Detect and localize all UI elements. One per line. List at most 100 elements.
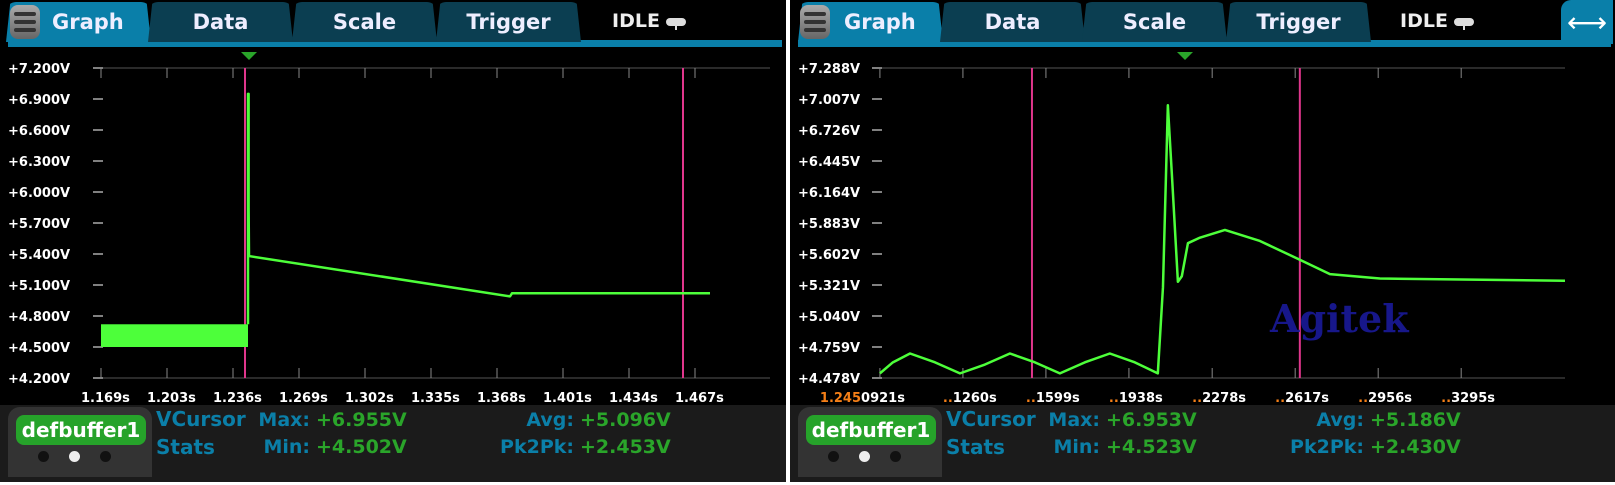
- x-tick-suffix: 1.236s: [213, 391, 262, 405]
- x-tick-suffix: 0921s: [861, 391, 905, 405]
- avg-label: Avg:: [1316, 409, 1364, 431]
- y-tick-label: +7.288V: [798, 62, 860, 77]
- pk2pk-label: Pk2Pk:: [500, 436, 574, 458]
- x-tick-label: 1.269s: [279, 391, 328, 405]
- x-tick-suffix: 1.401s: [543, 391, 592, 405]
- tab-trigger[interactable]: Trigger: [436, 2, 581, 42]
- x-tick-label: 1.203s: [147, 391, 196, 405]
- y-tick-label: +6.300V: [8, 155, 70, 170]
- hamburger-icon[interactable]: [800, 5, 830, 39]
- pill-icon: [1453, 17, 1474, 30]
- x-tick-prefix: ..: [1109, 391, 1119, 405]
- stats-title: Stats: [156, 435, 215, 459]
- x-tick-suffix: 2956s: [1368, 391, 1412, 405]
- stats-title: VCursor: [156, 407, 246, 431]
- y-tick-label: +5.400V: [8, 248, 70, 263]
- x-tick-suffix: 1.368s: [477, 391, 526, 405]
- min-value: +4.502V: [316, 436, 407, 458]
- x-tick-suffix: 1.302s: [345, 391, 394, 405]
- max-row: Max: +6.955V: [248, 409, 407, 431]
- x-tick-suffix: 1938s: [1119, 391, 1163, 405]
- stats-bar: defbuffer1 VCursor Stats Max: +6.955V Min…: [0, 405, 786, 482]
- min-value: +4.523V: [1106, 436, 1197, 458]
- x-tick-suffix: 2278s: [1202, 391, 1246, 405]
- graph-plot[interactable]: +7.288V +7.007V +6.726V +6.445V +6.164V +5.88…: [790, 0, 1615, 405]
- y-tick-label: +6.445V: [798, 155, 860, 170]
- min-label: Min:: [1053, 436, 1100, 458]
- buffer-name[interactable]: defbuffer1: [16, 415, 146, 445]
- y-tick-label: +6.000V: [8, 186, 70, 201]
- max-label: Max:: [1048, 409, 1100, 431]
- x-tick-label: 1.302s: [345, 391, 394, 405]
- trigger-marker: [241, 52, 257, 60]
- tab-scale[interactable]: Scale: [292, 2, 437, 42]
- status-indicator[interactable]: IDLE: [1400, 10, 1474, 32]
- tab-trigger[interactable]: Trigger: [1226, 2, 1371, 42]
- buffer-selector[interactable]: defbuffer1: [798, 407, 942, 477]
- y-tick-label: +4.200V: [8, 372, 70, 387]
- x-tick-label: 1.368s: [477, 391, 526, 405]
- hamburger-icon[interactable]: [10, 5, 40, 39]
- max-value: +6.955V: [316, 409, 407, 431]
- y-tick-label: +4.759V: [798, 341, 860, 356]
- y-tick-label: +4.500V: [8, 341, 70, 356]
- x-tick-label: ..2617s: [1275, 391, 1329, 405]
- y-tick-label: +7.200V: [8, 62, 70, 77]
- x-tick-label: 1.434s: [609, 391, 658, 405]
- buffer-selector[interactable]: defbuffer1: [8, 407, 152, 477]
- min-row: Min: +4.502V: [248, 436, 407, 458]
- status-indicator[interactable]: IDLE: [612, 10, 686, 32]
- max-row: Max: +6.953V: [1038, 409, 1197, 431]
- pan-arrows-icon[interactable]: ⟷: [1561, 0, 1613, 44]
- y-tick-label: +7.007V: [798, 93, 860, 108]
- x-tick-prefix: ..: [943, 391, 953, 405]
- graph-panel-left: Graph Data Scale Trigger IDLE defbuffer1 VCu…: [0, 0, 786, 482]
- y-tick-label: +5.883V: [798, 217, 860, 232]
- graph-plot[interactable]: +7.200V +6.900V +6.600V +6.300V +6.000V +5.70…: [0, 0, 786, 405]
- max-value: +6.953V: [1106, 409, 1197, 431]
- x-tick-label: ..1938s: [1109, 391, 1163, 405]
- min-row: Min: +4.523V: [1038, 436, 1197, 458]
- x-tick-prefix: 1.245: [820, 391, 861, 405]
- trace-line: [879, 104, 1566, 375]
- y-tick-label: +4.800V: [8, 310, 70, 325]
- x-tick-prefix: ..: [1192, 391, 1202, 405]
- y-tick-label: +6.164V: [798, 186, 860, 201]
- graph-panel-right: Graph Data Scale Trigger IDLE ⟷ defbuffer1 VC…: [790, 0, 1615, 482]
- x-tick-suffix: 1599s: [1036, 391, 1080, 405]
- page-dots: [38, 451, 111, 462]
- x-tick-label: 1.335s: [411, 391, 460, 405]
- y-tick-label: +6.726V: [798, 124, 860, 139]
- tab-data[interactable]: Data: [940, 2, 1085, 42]
- tab-data[interactable]: Data: [148, 2, 293, 42]
- y-tick-label: +5.700V: [8, 217, 70, 232]
- x-tick-suffix: 1.269s: [279, 391, 328, 405]
- y-tick-label: +6.600V: [8, 124, 70, 139]
- x-tick-label: ..2278s: [1192, 391, 1246, 405]
- tab-scale[interactable]: Scale: [1082, 2, 1227, 42]
- x-tick-prefix: ..: [1441, 391, 1451, 405]
- pk2pk-row: Pk2Pk: +2.430V: [1284, 436, 1461, 458]
- x-tick-label: 1.236s: [213, 391, 262, 405]
- x-tick-label: 1.169s: [81, 391, 130, 405]
- pk2pk-label: Pk2Pk:: [1290, 436, 1364, 458]
- x-tick-label: ..1260s: [943, 391, 997, 405]
- tab-bar: Graph Data Scale Trigger IDLE: [0, 0, 786, 47]
- trace-line: [246, 92, 710, 325]
- pill-icon: [665, 17, 686, 30]
- y-tick-label: +5.100V: [8, 279, 70, 294]
- x-tick-label: ..1599s: [1026, 391, 1080, 405]
- avg-value: +5.096V: [580, 409, 671, 431]
- y-tick-label: +5.602V: [798, 248, 860, 263]
- x-tick-suffix: 1260s: [953, 391, 997, 405]
- x-tick-suffix: 2617s: [1285, 391, 1329, 405]
- tab-underline: [8, 40, 782, 47]
- buffer-name[interactable]: defbuffer1: [806, 415, 936, 445]
- max-label: Max:: [258, 409, 310, 431]
- avg-row: Avg: +5.096V: [494, 409, 671, 431]
- x-tick-prefix: ..: [1275, 391, 1285, 405]
- x-tick-prefix: ..: [1358, 391, 1368, 405]
- tab-bar: Graph Data Scale Trigger IDLE ⟷: [790, 0, 1615, 47]
- y-tick-label: +4.478V: [798, 372, 860, 387]
- page-dots: [828, 451, 901, 462]
